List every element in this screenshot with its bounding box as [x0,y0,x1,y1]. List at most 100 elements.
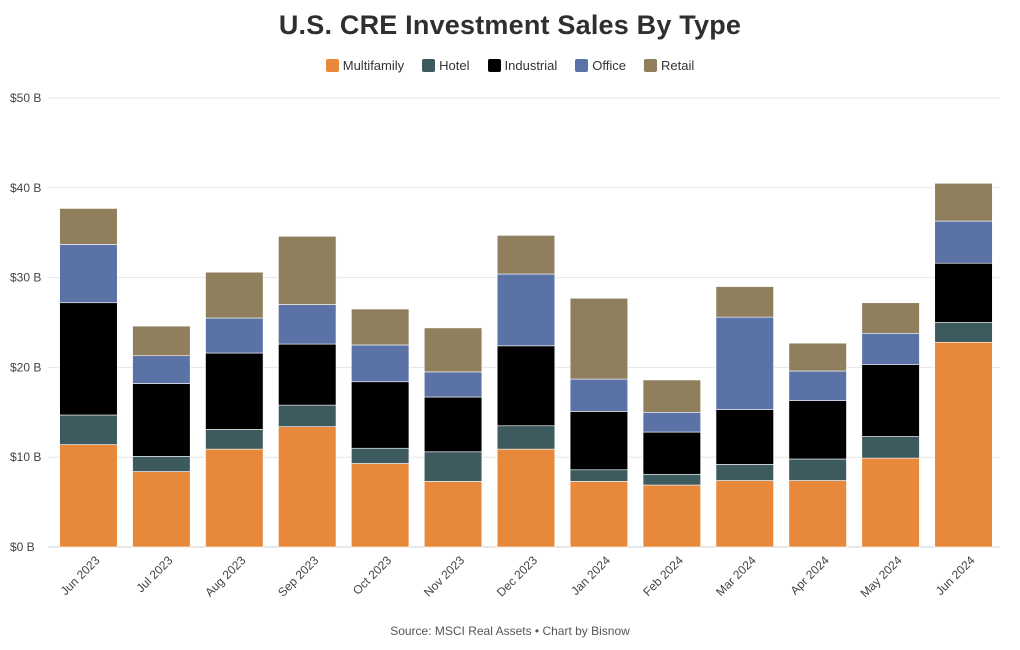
bar-industrial-jun-2023[interactable] [59,302,118,416]
legend-swatch [643,59,657,72]
legend-item-retail[interactable]: Retail [643,58,695,73]
bar-multifamily-jun-2023[interactable] [59,444,118,548]
y-tick-label: $20 B [10,360,41,374]
bar-office-feb-2024[interactable] [642,411,701,433]
bar-hotel-jun-2024[interactable] [934,322,993,343]
legend-swatch [575,59,589,72]
bar-multifamily-aug-2023[interactable] [205,448,264,548]
bar-office-aug-2023[interactable] [205,317,264,354]
bar-hotel-oct-2023[interactable] [351,447,410,464]
source-note: Source: MSCI Real Assets • Chart by Bisn… [390,624,630,638]
bar-office-jun-2024[interactable] [934,220,993,264]
bar-multifamily-mar-2024[interactable] [715,480,774,548]
bar-multifamily-may-2024[interactable] [861,457,920,548]
bar-industrial-jul-2023[interactable] [132,383,191,457]
bar-retail-jul-2023[interactable] [132,325,191,357]
bar-retail-feb-2024[interactable] [642,379,701,413]
x-tick-label: May 2024 [858,553,905,600]
bar-hotel-mar-2024[interactable] [715,464,774,481]
bar-office-oct-2023[interactable] [351,344,410,383]
bar-office-apr-2024[interactable] [788,370,847,401]
bar-retail-aug-2023[interactable] [205,271,264,319]
bar-retail-jun-2023[interactable] [59,208,118,245]
bar-office-dec-2023[interactable] [496,273,556,347]
bar-hotel-jan-2024[interactable] [569,469,629,482]
bar-hotel-jun-2023[interactable] [59,414,118,445]
bar-industrial-feb-2024[interactable] [642,431,701,475]
x-tick-label: Jul 2023 [134,553,176,595]
bar-office-sep-2023[interactable] [278,304,337,345]
y-tick-label: $50 B [10,91,41,105]
bar-hotel-aug-2023[interactable] [205,429,264,450]
x-tick-label: Nov 2023 [421,553,467,599]
bar-industrial-dec-2023[interactable] [496,345,556,427]
legend-swatch [487,59,501,72]
legend-item-multifamily[interactable]: Multifamily [325,58,405,73]
x-tick-label: Apr 2024 [787,553,832,598]
legend-item-office[interactable]: Office [575,58,626,73]
bar-retail-jan-2024[interactable] [569,297,629,380]
chart-title: U.S. CRE Investment Sales By Type [278,10,742,40]
legend-item-hotel[interactable]: Hotel [422,58,470,73]
x-tick-label: Aug 2023 [202,553,248,599]
bar-industrial-jun-2024[interactable] [934,262,993,323]
bar-multifamily-feb-2024[interactable] [642,484,701,548]
bar-hotel-nov-2023[interactable] [423,451,483,482]
bar-hotel-sep-2023[interactable] [278,404,337,427]
y-tick-label: $10 B [10,450,41,464]
bar-office-may-2024[interactable] [861,332,920,366]
bar-multifamily-oct-2023[interactable] [351,463,410,548]
x-tick-label: Jun 2023 [58,553,103,598]
bar-hotel-jul-2023[interactable] [132,456,191,472]
bar-industrial-mar-2024[interactable] [715,409,774,465]
y-tick-label: $0 B [10,540,35,554]
x-tick-label: Sep 2023 [275,553,321,599]
legend-label: Multifamily [342,58,405,73]
legend-label: Retail [660,58,695,73]
legend-label: Office [592,58,626,73]
bar-industrial-sep-2023[interactable] [278,343,337,406]
bar-industrial-jan-2024[interactable] [569,411,629,471]
legend-label: Hotel [439,58,470,73]
bar-hotel-feb-2024[interactable] [642,473,701,486]
bar-retail-sep-2023[interactable] [278,235,337,305]
bar-multifamily-sep-2023[interactable] [278,426,337,548]
bar-multifamily-jul-2023[interactable] [132,471,191,548]
bar-office-nov-2023[interactable] [423,371,483,398]
bar-industrial-apr-2024[interactable] [788,400,847,460]
bar-office-mar-2024[interactable] [715,316,774,410]
bar-retail-oct-2023[interactable] [351,308,410,346]
bar-office-jun-2023[interactable] [59,244,118,304]
bar-multifamily-jan-2024[interactable] [569,481,629,548]
bar-hotel-dec-2023[interactable] [496,425,556,450]
bar-industrial-nov-2023[interactable] [423,396,483,453]
bar-multifamily-jun-2024[interactable] [934,341,993,548]
bar-hotel-apr-2024[interactable] [788,458,847,481]
bar-retail-may-2024[interactable] [861,302,920,334]
bar-hotel-may-2024[interactable] [861,436,920,459]
bar-retail-dec-2023[interactable] [496,235,556,275]
x-tick-label: Oct 2023 [350,553,395,598]
x-tick-label: Feb 2024 [640,553,686,599]
bar-industrial-may-2024[interactable] [861,364,920,437]
bar-retail-jun-2024[interactable] [934,183,993,222]
y-tick-label: $40 B [10,181,41,195]
bar-retail-apr-2024[interactable] [788,342,847,372]
x-tick-label: Jun 2024 [933,553,978,598]
bar-office-jul-2023[interactable] [132,355,191,384]
bar-multifamily-dec-2023[interactable] [496,448,556,548]
bar-retail-nov-2023[interactable] [423,327,483,373]
bar-multifamily-nov-2023[interactable] [423,481,483,548]
bar-multifamily-apr-2024[interactable] [788,480,847,548]
legend-item-industrial[interactable]: Industrial [487,58,557,73]
y-tick-label: $30 B [10,271,41,285]
bar-office-jan-2024[interactable] [569,378,629,412]
x-tick-label: Jan 2024 [568,553,613,598]
x-tick-label: Mar 2024 [713,553,759,599]
bar-retail-mar-2024[interactable] [715,286,774,318]
bar-industrial-aug-2023[interactable] [205,352,264,430]
legend-swatch [325,59,339,72]
bar-industrial-oct-2023[interactable] [351,381,410,449]
